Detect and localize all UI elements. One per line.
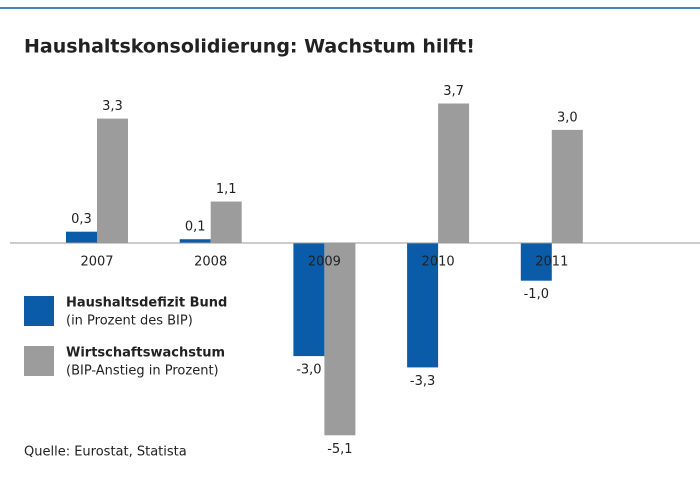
x-tick-label: 2010 <box>422 255 455 270</box>
legend-swatch <box>24 346 54 376</box>
bar <box>293 243 325 357</box>
legend-label: Haushaltsdefizit Bund <box>66 296 227 311</box>
data-label: -3,3 <box>410 374 435 389</box>
bar <box>407 243 439 368</box>
data-label: 0,3 <box>71 212 92 227</box>
legend-swatch <box>24 296 54 326</box>
bar <box>438 103 470 243</box>
data-label: 1,1 <box>216 182 237 197</box>
source: Quelle: Eurostat, Statista <box>24 445 187 460</box>
bar <box>97 118 128 243</box>
legend-unit: (BIP-Anstieg in Prozent) <box>66 364 219 379</box>
x-tick-label: 2007 <box>80 255 113 270</box>
data-label: 3,7 <box>443 84 464 99</box>
bar <box>179 239 211 243</box>
bar <box>210 201 242 243</box>
bar <box>324 243 356 436</box>
data-label: -1,0 <box>524 287 549 302</box>
legend-label: Wirtschaftswachstum <box>66 346 225 361</box>
legend-unit: (in Prozent des BIP) <box>66 314 193 329</box>
bar <box>66 231 97 243</box>
data-label: 3,0 <box>557 110 578 125</box>
x-tick-label: 2009 <box>308 255 341 270</box>
data-label: -3,0 <box>296 363 321 378</box>
data-label: 3,3 <box>102 99 123 114</box>
bar <box>520 243 552 281</box>
x-tick-label: 2011 <box>535 255 568 270</box>
data-label: -5,1 <box>327 442 352 457</box>
x-tick-label: 2008 <box>194 255 227 270</box>
chart-title: Haushaltskonsolidierung: Wachstum hilft! <box>24 36 475 58</box>
data-label: 0,1 <box>185 220 206 235</box>
bar <box>551 129 583 243</box>
